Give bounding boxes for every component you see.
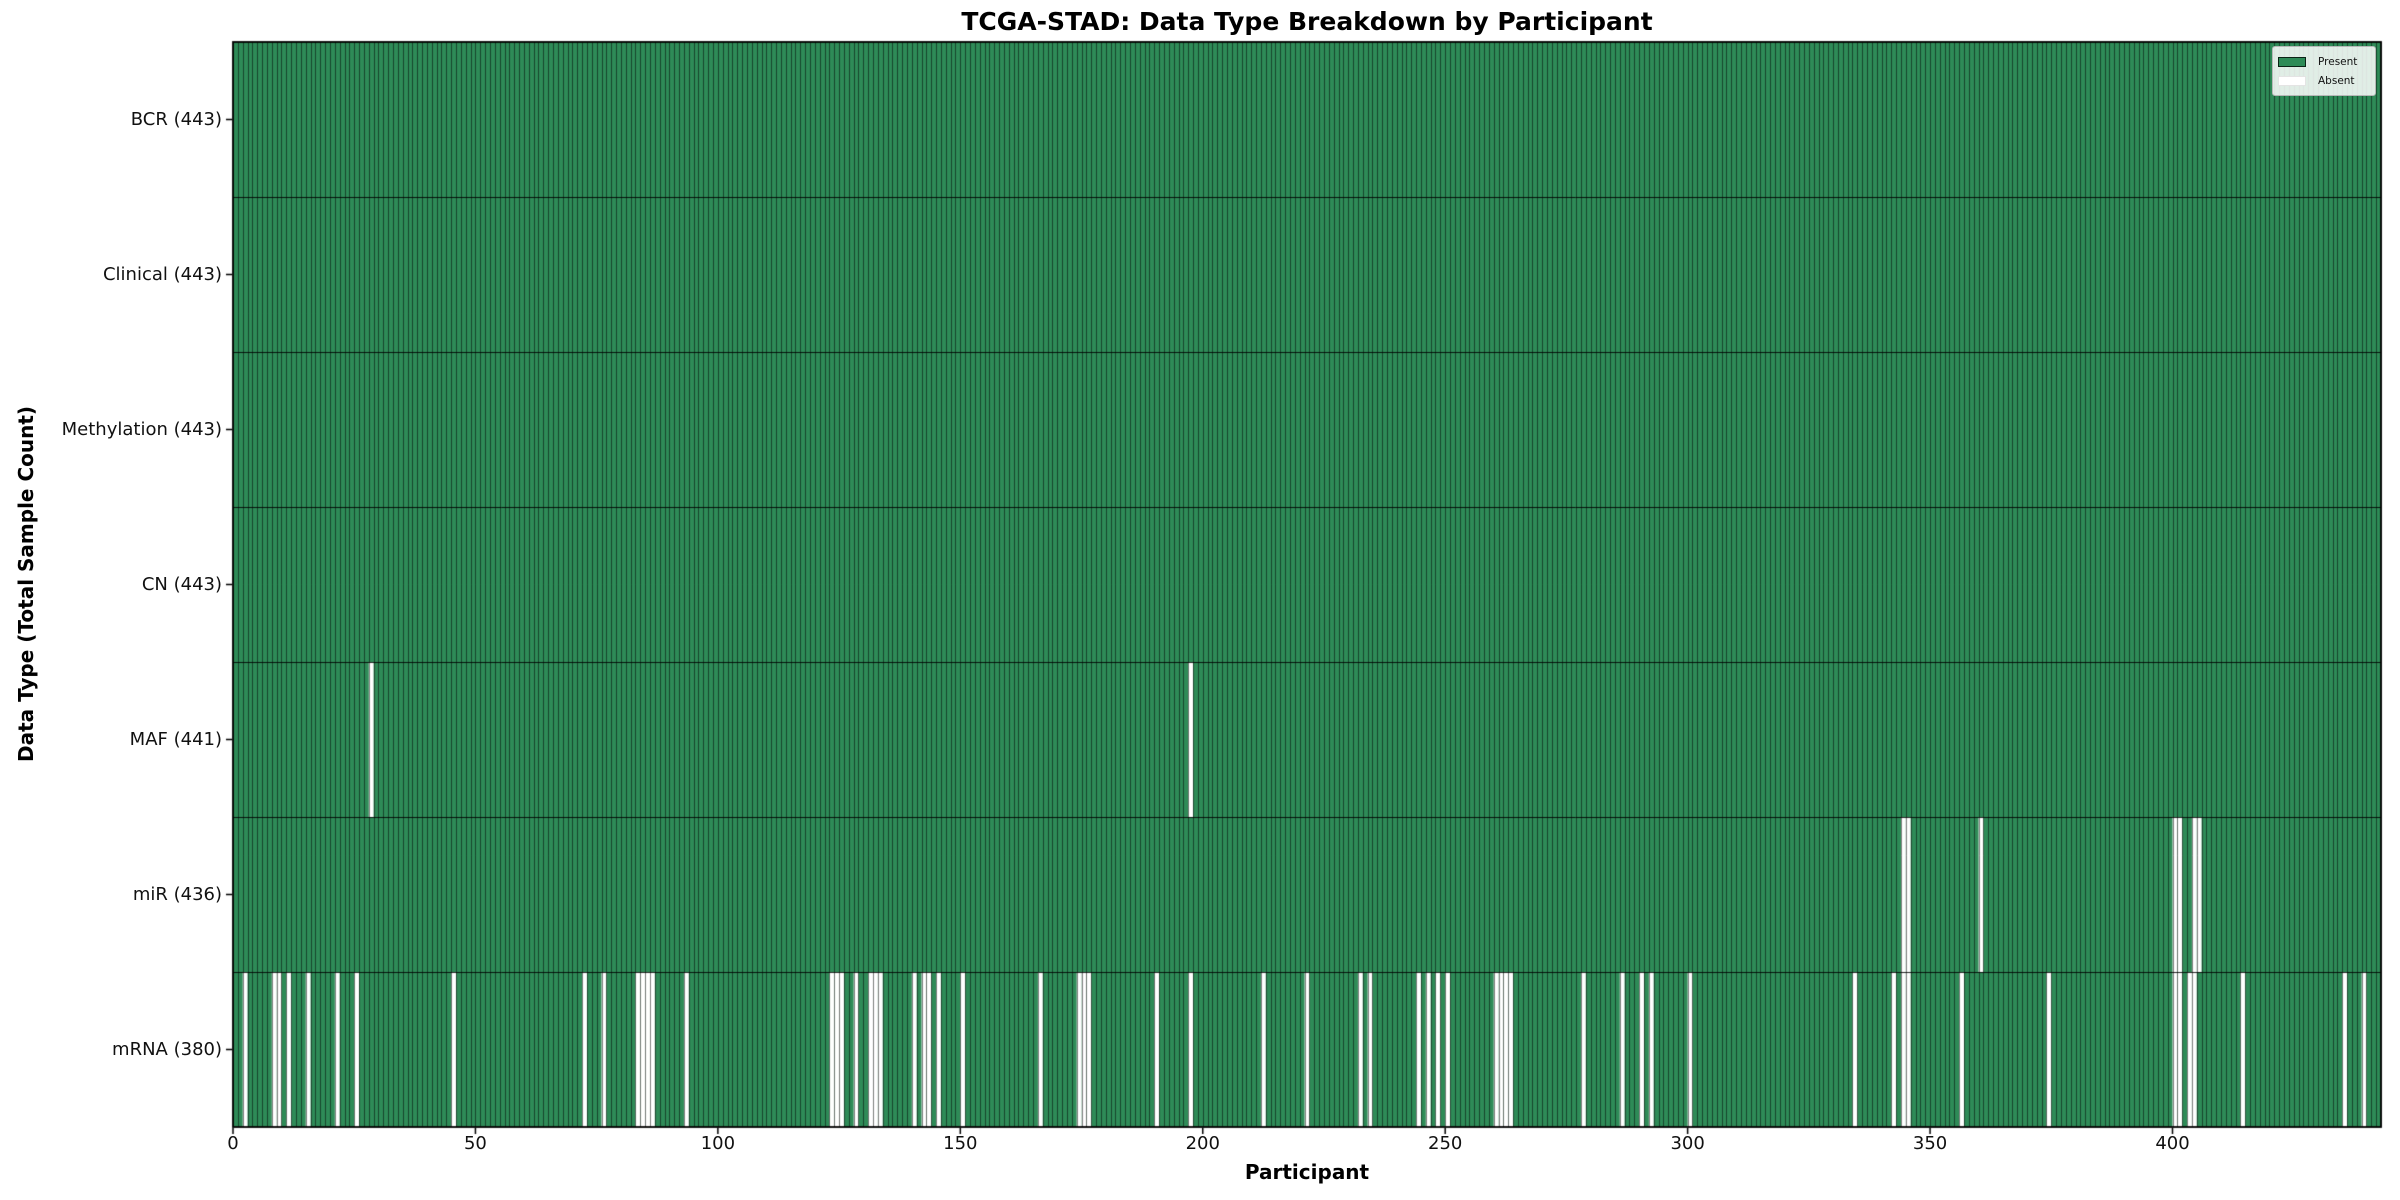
absent-swatch-icon [2278,75,2306,86]
legend-label-present: Present [2318,55,2358,68]
legend-entry-present: Present [2278,52,2369,71]
y-tick-label: Methylation (443) [61,418,222,440]
y-tick-label: miR (436) [132,883,222,905]
x-tick-label: 100 [700,1133,736,1154]
x-tick-label: 400 [2155,1133,2190,1154]
x-axis-label: Participant [1244,1160,1370,1184]
x-tick-label: 150 [943,1133,978,1154]
present-swatch-icon [2278,56,2306,67]
y-tick-label: mRNA (380) [112,1038,222,1060]
chart-title: TCGA-STAD: Data Type Breakdown by Partic… [961,7,1653,36]
y-tick-label: CN (443) [141,573,222,595]
legend: Present Absent [2272,46,2376,96]
legend-label-absent: Absent [2318,74,2355,87]
y-tick-label: MAF (441) [129,728,222,750]
x-tick-label: 300 [1670,1133,1705,1154]
x-tick-label: 250 [1428,1133,1463,1154]
x-tick-label: 0 [227,1133,239,1154]
x-tick-label: 50 [463,1133,487,1154]
x-tick-label: 200 [1185,1133,1220,1154]
x-tick-label: 350 [1912,1133,1948,1154]
y-tick-label: Clinical (443) [102,263,222,285]
y-tick-label: BCR (443) [130,108,222,130]
legend-entry-absent: Absent [2278,71,2369,90]
